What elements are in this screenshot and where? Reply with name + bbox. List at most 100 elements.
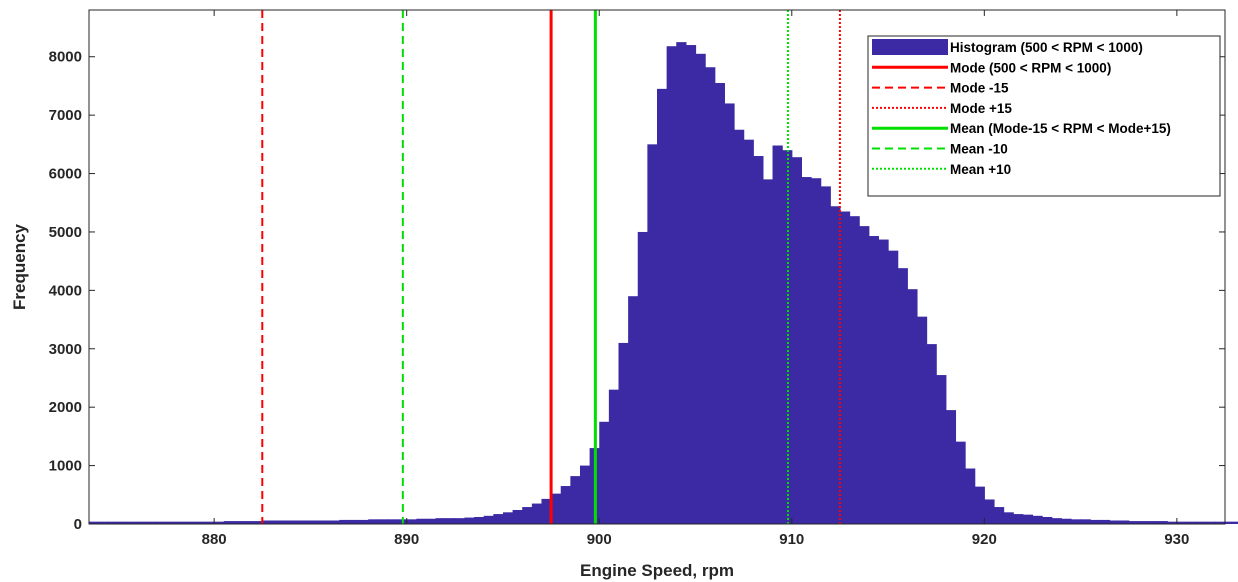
legend-label: Mean +10 [950,162,1011,177]
histogram-bar [762,179,774,525]
histogram-bar [1196,521,1207,524]
histogram-bar [936,375,947,524]
histogram-bar [137,521,148,524]
histogram-bar [185,521,196,524]
histogram-bar [695,53,706,524]
histogram-bar [262,520,273,524]
legend-swatch [872,39,948,55]
histogram-bar [926,344,937,524]
histogram-bar [907,289,918,524]
histogram-bar [955,441,966,524]
histogram-bar [849,216,860,525]
histogram-bar [541,498,552,524]
histogram-bar [1090,519,1101,524]
histogram-bar [531,503,543,524]
histogram-bar [608,389,620,524]
histogram-bar [493,514,504,524]
histogram-bar [435,518,446,524]
histogram-bar [214,521,225,524]
histogram-bar [1138,521,1149,524]
histogram-bar [291,520,302,524]
histogram-bar [945,410,957,524]
histogram-bar [387,519,398,524]
histogram-bar [474,516,485,524]
histogram-bar [782,150,793,524]
histogram-bar [464,517,475,524]
histogram-bar [406,519,417,524]
histogram-bar [993,507,1005,524]
histogram-bar [1022,514,1034,524]
histogram-bar [300,520,312,524]
histogram-bar [791,157,803,524]
histogram-bar [724,103,735,525]
histogram-bar [1032,515,1043,524]
histogram-bar [1119,520,1130,524]
histogram-bar [117,521,129,524]
legend-items: Histogram (500 < RPM < 1000) Mode (500 < … [872,39,1171,177]
histogram-bar [1225,521,1236,524]
histogram-bar [1013,514,1024,524]
x-tick-label: 900 [587,531,612,548]
histogram-bar [445,518,456,524]
y-tick-label: 2000 [49,399,82,416]
histogram-bar [512,509,523,524]
histogram-bar [628,296,639,524]
histogram-bar [89,521,100,524]
histogram-bar [1042,516,1053,524]
histogram-bar [1215,521,1226,524]
histogram-bar [647,144,658,524]
histogram-bar [868,236,880,524]
histogram-bar [685,45,697,524]
histogram-bar [579,465,591,524]
histogram-bar [1051,518,1062,524]
histogram-bar [1234,521,1238,524]
histogram-bars [89,42,1238,525]
y-axis-label: Frequency [10,223,29,310]
histogram-bar [368,519,379,524]
histogram-bar [1128,521,1139,524]
legend-box [867,35,1221,197]
histogram-bar [108,521,119,524]
y-tick-label: 3000 [49,341,82,358]
histogram-bar [897,268,908,524]
histogram-bar [1176,521,1188,524]
histogram-bar [271,520,283,524]
legend-label: Mode +15 [950,101,1012,116]
histogram-bar [194,521,206,524]
y-tick-label: 1000 [49,458,82,475]
histogram-bar [243,521,254,524]
histogram-bar [618,342,629,524]
x-axis-label: Engine Speed, rpm [580,561,734,580]
histogram-bar [175,521,186,524]
histogram-bar [570,476,581,524]
histogram-bar [1080,519,1091,524]
legend-label: Mode (500 < RPM < 1000) [950,60,1111,75]
y-tick-label: 5000 [49,224,82,241]
histogram-bar [820,186,831,525]
histogram-bar [1099,519,1111,524]
histogram-bar [666,46,677,525]
histogram-bar [705,67,716,524]
x-tick-label: 880 [202,531,227,548]
histogram-bar [753,156,764,525]
histogram-bar [859,226,870,524]
histogram-bar [425,518,437,524]
x-tick-label: 890 [394,531,419,548]
y-tick-label: 4000 [49,282,82,299]
histogram-bar [358,519,369,524]
histogram-bar [127,521,138,524]
histogram-bar [830,206,841,524]
x-tick-label: 920 [972,531,997,548]
histogram-bar [743,139,754,524]
histogram-bar [1003,512,1014,524]
histogram-bar [522,507,533,524]
histogram-bar [974,486,985,524]
y-tick-label: 6000 [49,166,82,183]
histogram-bar [1147,521,1159,524]
reference-lines [261,10,841,524]
legend-label: Histogram (500 < RPM < 1000) [950,40,1143,55]
histogram-bar [348,519,360,524]
legend-label: Mode -15 [950,81,1009,96]
histogram-bar [560,486,571,524]
